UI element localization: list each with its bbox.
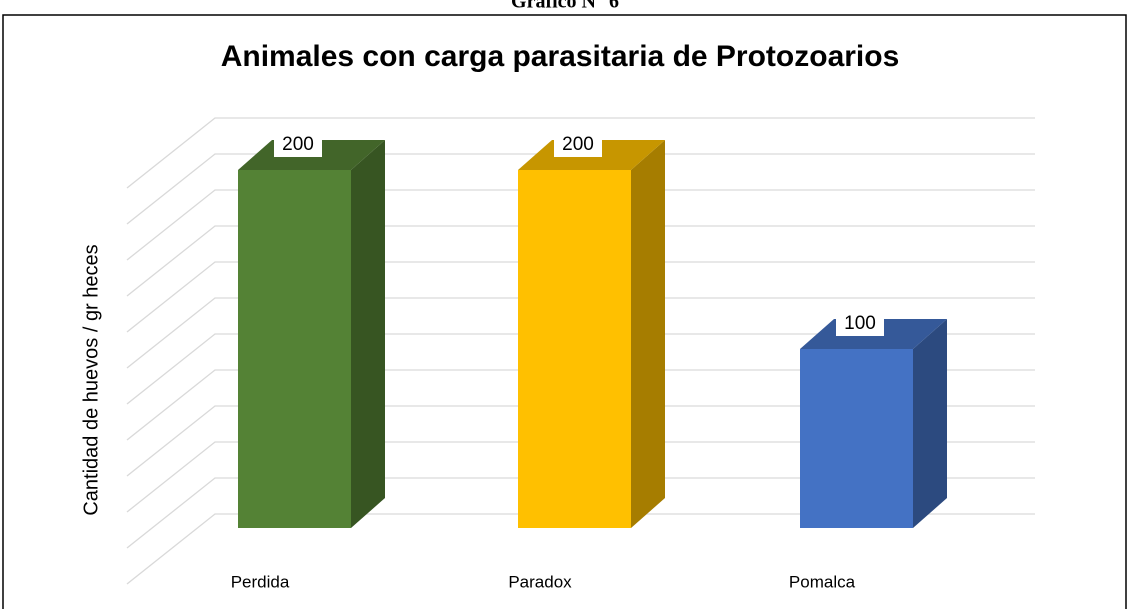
x-tick-label: Paradox (508, 572, 572, 591)
grid-line (126, 441, 1035, 513)
bar (518, 140, 665, 528)
caption: Gráfico N° 6 (511, 0, 619, 13)
bar-front (800, 349, 913, 528)
chart-border (2, 14, 1127, 609)
grid-line (126, 261, 1035, 333)
bar-side (351, 140, 385, 528)
grid-line (126, 333, 1035, 405)
data-label-box (554, 131, 602, 157)
x-tick-label: Pomalca (789, 572, 856, 591)
chart-title: Animales con carga parasitaria de Protoz… (221, 40, 900, 73)
grid-line (126, 513, 1035, 585)
x-tick-label: Perdida (231, 572, 290, 591)
grid-line (126, 405, 1035, 477)
grid-line (126, 189, 1035, 261)
grid-line (126, 225, 1035, 297)
bar (800, 319, 947, 528)
bar (238, 140, 385, 528)
grid-line (126, 477, 1035, 549)
grid-line (126, 297, 1035, 369)
bar-side (913, 319, 947, 528)
data-label: 200 (282, 134, 314, 155)
grid-line (126, 117, 1035, 189)
bar-front (238, 170, 351, 528)
data-label: 100 (844, 313, 876, 334)
bar-front (518, 170, 631, 528)
bar-side (631, 140, 665, 528)
y-axis-label: Cantidad de huevos / gr heces (80, 244, 102, 515)
data-label-box (836, 310, 884, 336)
grid-line (126, 153, 1035, 225)
data-label-box (274, 131, 322, 157)
data-label: 200 (562, 134, 594, 155)
grid-line (126, 369, 1035, 441)
